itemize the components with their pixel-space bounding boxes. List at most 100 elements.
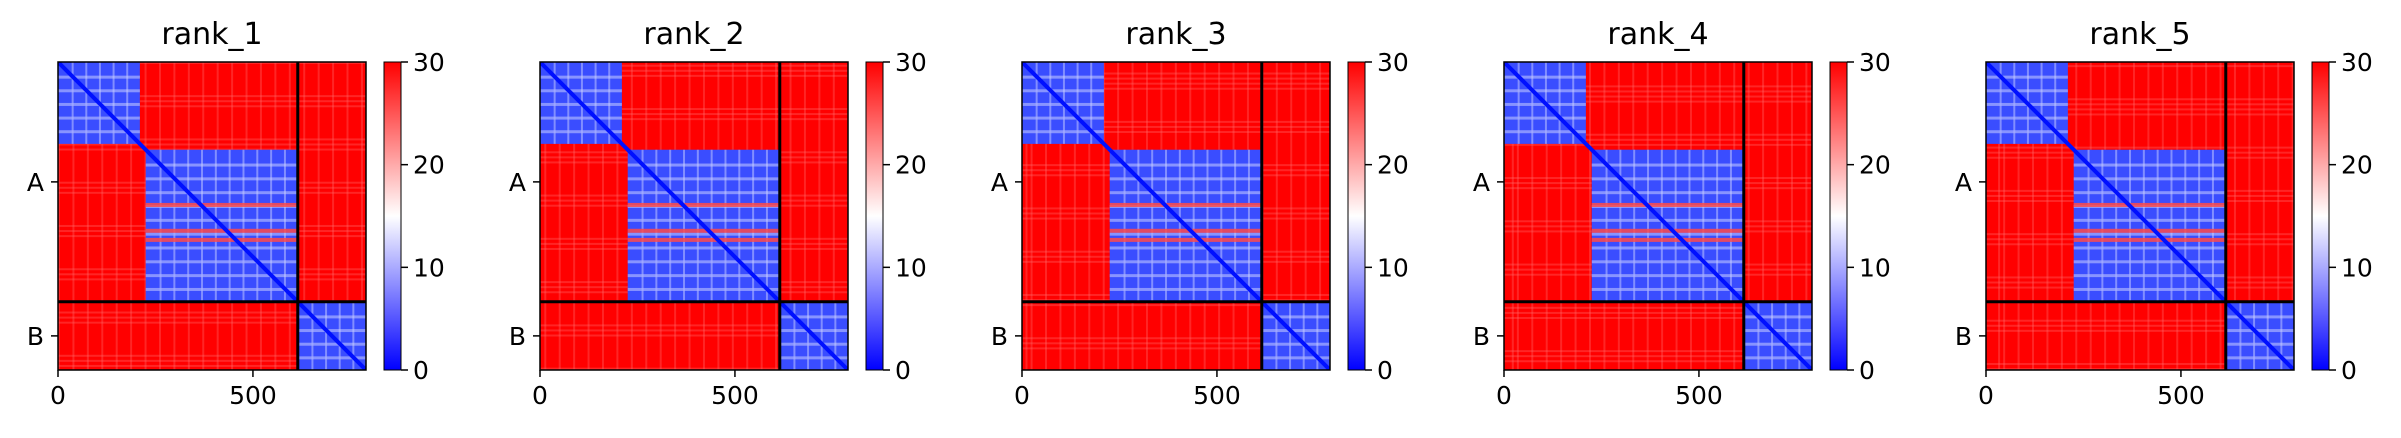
domain-band [1504,116,1586,120]
panel-title: rank_3 [1125,17,1226,52]
heatmap-texture [1022,77,1330,80]
domain-band [1572,62,1575,144]
domain-band [1674,149,1677,302]
y-tick-label: A [1473,168,1490,197]
domain-band [1771,301,1774,370]
domain-band [145,163,298,167]
domain-band [793,301,796,370]
colorbar-tick-label: 20 [1377,151,1409,180]
heatmap-texture [130,62,133,370]
domain-band [1702,149,1705,302]
heatmap-texture [1504,143,1812,146]
colorbar-tick-label: 10 [413,253,445,282]
y-tick-label: A [991,168,1008,197]
heatmap-texture [2060,62,2063,370]
domain-band [594,62,597,144]
heatmap-texture [540,334,848,337]
domain-band [1109,163,1262,167]
domain-band [297,356,366,360]
domain-band [1220,149,1223,302]
domain-band [283,149,286,302]
heatmap-texture [1516,62,1519,370]
heatmap-texture [1986,146,2294,149]
domain-band [1137,149,1140,302]
domain-band [325,301,328,370]
heatmap-texture [346,62,349,370]
domain-band [1743,342,1812,346]
x-tick-label: 500 [711,381,759,410]
heatmap-texture [540,64,848,67]
domain-band [112,62,115,144]
heatmap-texture [1805,62,1808,370]
domain-band [2225,329,2294,333]
heatmap-texture [58,143,366,146]
heatmap-4 [1504,62,1812,370]
colorbar [2312,62,2329,370]
domain-stripe [627,228,780,233]
heatmap-texture [1574,62,1577,370]
domain-band [738,149,741,302]
heatmap-texture [803,62,806,370]
domain-band [1591,260,1744,264]
domain-band [2073,260,2226,264]
domain-band [779,342,848,346]
domain-band [145,274,298,278]
heatmap-2 [540,62,848,370]
heatmap-texture [1504,350,1812,353]
domain-stripe [1109,237,1262,242]
heatmap-texture [58,316,366,319]
x-tick-label: 500 [1675,381,1723,410]
heatmap-texture [832,62,835,370]
domain-band [1591,163,1744,167]
domain-band [807,301,810,370]
domain-band [352,301,355,370]
domain-band [2198,149,2201,302]
domain-band [1757,301,1760,370]
heatmap-texture [1986,324,2294,327]
domain-stripe [2073,228,2226,233]
domain-band [1716,149,1719,302]
heatmap-texture [1304,62,1307,370]
colorbar-tick-label: 0 [413,356,429,385]
heatmap-texture [58,359,366,362]
heatmap-texture [58,95,366,98]
heatmap-texture [1998,62,2001,370]
domain-stripe [145,237,298,242]
domain-band [297,315,366,319]
domain-band [1647,149,1650,302]
heatmap-texture [1986,113,2294,116]
colorbar-tick-label: 30 [1377,48,1409,77]
domain-band [627,260,780,264]
heatmap-texture [58,105,366,108]
heatmap-texture [573,62,576,370]
domain-stripe [627,202,780,207]
domain-band [1123,149,1126,302]
heatmap-texture [1504,360,1812,363]
domain-band [696,149,699,302]
domain-stripe [1109,202,1262,207]
domain-band [1986,130,2068,134]
domain-band [2211,149,2214,302]
domain-band [820,301,823,370]
domain-band [1591,177,1744,181]
heatmap-texture [540,324,848,327]
domain-band [1109,260,1262,264]
domain-band [1591,287,1744,291]
domain-band [2073,163,2226,167]
domain-band [1109,232,1262,236]
domain-band [2054,62,2057,144]
heatmap-texture [789,62,792,370]
heatmap-texture [1986,329,2294,332]
x-tick-label: 500 [1193,381,1241,410]
heatmap-texture [72,62,75,370]
colorbar-frame [2311,61,2330,371]
heatmap-texture [2003,62,2006,370]
heatmap-texture [1747,62,1750,370]
colorbar [1830,62,1847,370]
domain-band [2073,177,2226,181]
y-tick-label: B [1955,322,1972,351]
heatmap-texture [1545,62,1548,370]
diagonal [1504,62,1812,370]
colorbar-frame [865,61,884,371]
domain-band [752,149,755,302]
